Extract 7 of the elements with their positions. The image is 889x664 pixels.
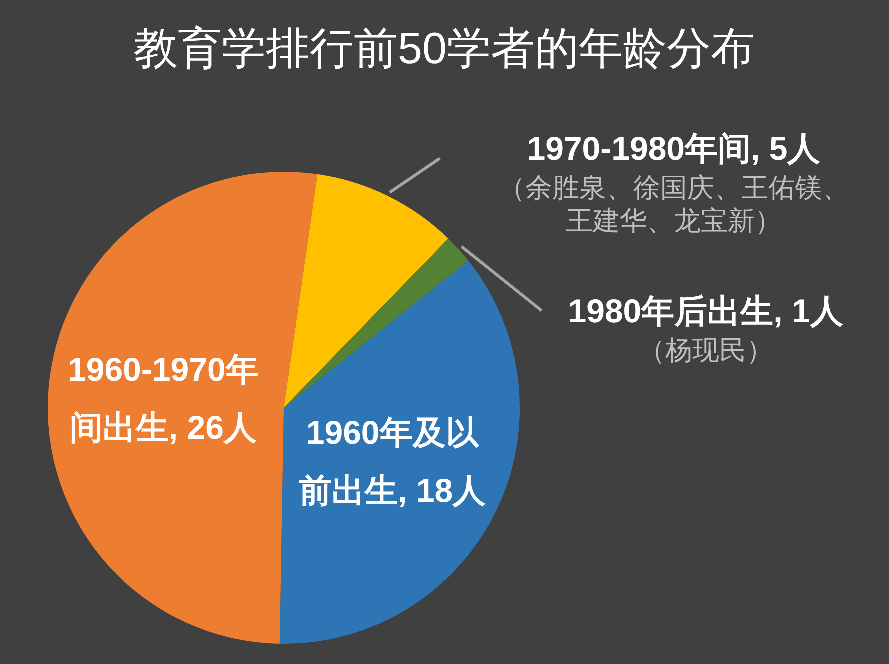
text: （杨现民）	[638, 335, 774, 366]
slice-label: 1980年后出生, 1人	[568, 292, 844, 330]
slice-label: 1970-1980年间, 5人	[527, 130, 822, 168]
slice-label: 1960-1970年间出生, 26人	[68, 350, 259, 446]
text: （余胜泉、徐国庆、王佑镁、王建华、龙宝新）	[498, 173, 850, 236]
chart-title: 教育学排行前50学者的年龄分布	[134, 24, 755, 74]
slice-label: 1960年及以前出生, 18人	[299, 414, 488, 509]
